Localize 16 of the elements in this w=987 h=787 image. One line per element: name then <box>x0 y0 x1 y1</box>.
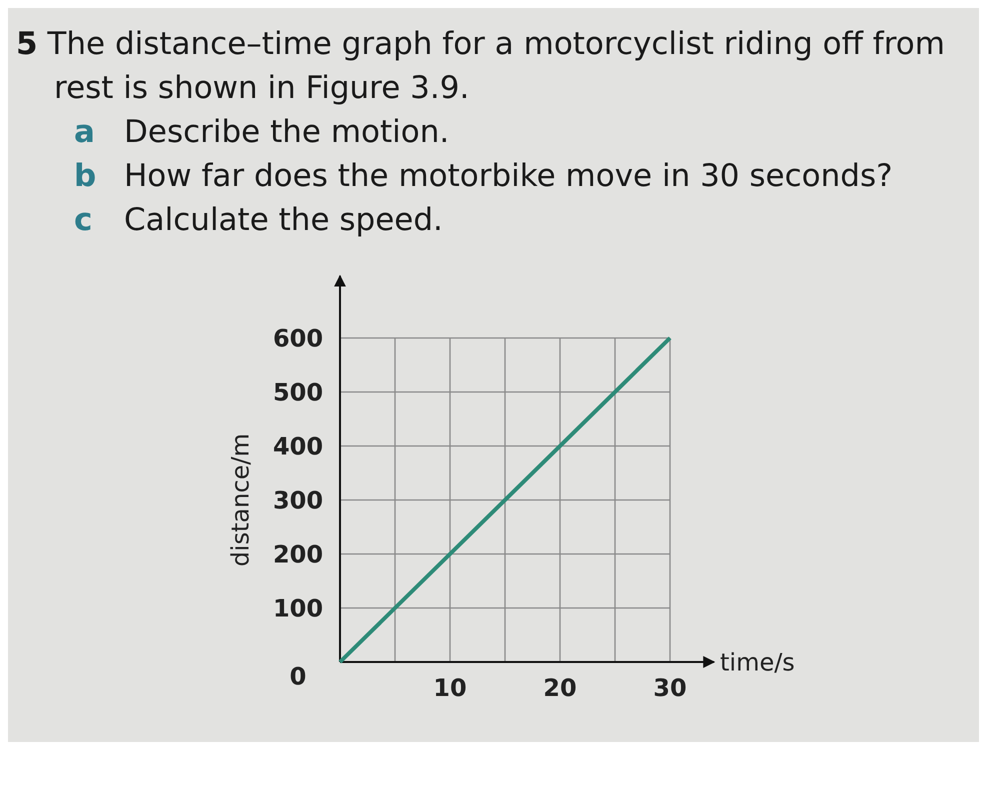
text: c Calculate the speed. <box>73 201 444 240</box>
y-tick-label: 500 <box>272 378 324 406</box>
x-tick-label: 20 <box>543 674 577 702</box>
x-tick-label: 10 <box>433 674 467 702</box>
x-axis-title: time/s <box>720 648 795 676</box>
chart-title: 5 The distance–time graph for a motorcyclist riding off from rest is shown in Figure 3.9. <box>16 25 946 108</box>
y-axis-title: distance/m <box>226 433 254 567</box>
text: a Describe the motion. <box>73 113 450 152</box>
y-tick-label: 100 <box>272 594 324 622</box>
y-tick-label: 200 <box>272 540 324 568</box>
text: b How far does the motorbike move in 30 seconds? <box>73 157 894 196</box>
y-tick-label: 300 <box>272 486 324 514</box>
y-tick-label: 0 <box>290 662 306 690</box>
y-tick-label: 600 <box>272 324 324 352</box>
x-tick-label: 30 <box>653 674 687 702</box>
y-tick-label: 400 <box>272 432 324 460</box>
